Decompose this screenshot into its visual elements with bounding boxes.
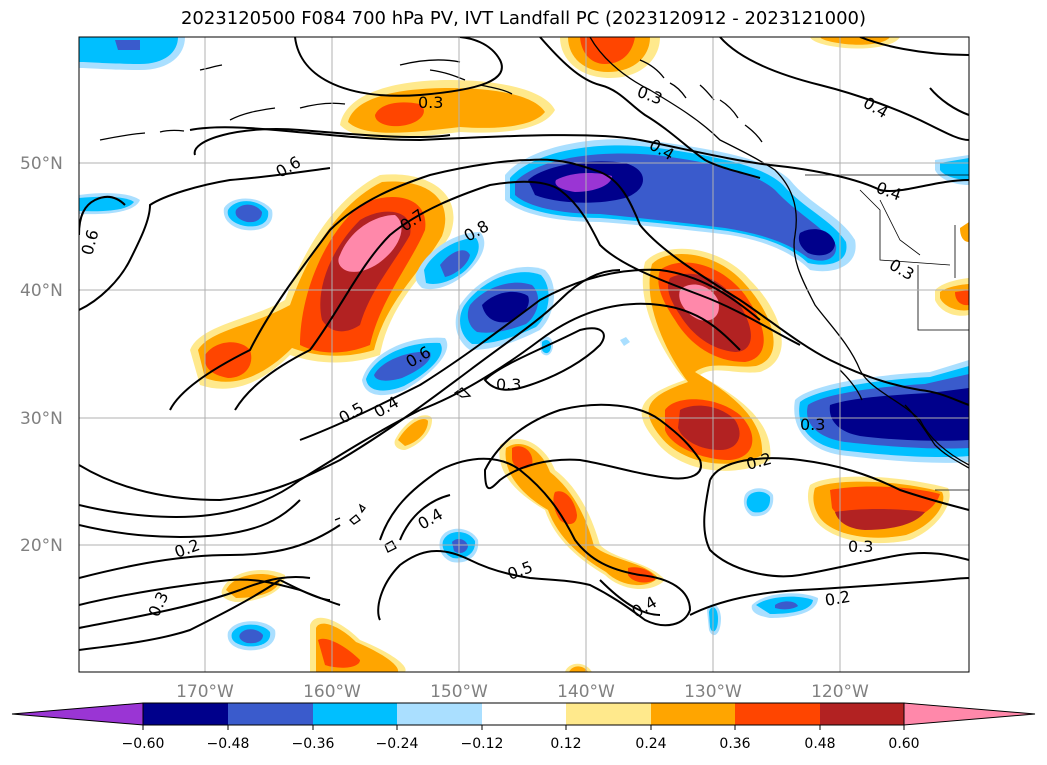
fill-orangered — [318, 638, 360, 668]
colorbar-tick-label: 0.48 — [804, 736, 835, 752]
colorbar-segment — [397, 703, 482, 725]
political-borders — [805, 174, 969, 491]
contour-label: 0.3 — [496, 375, 521, 394]
fill-pink — [338, 215, 402, 272]
lon-label: 160°W — [303, 682, 361, 702]
fill-orangered — [512, 446, 533, 469]
colorbar-tick-label: −0.60 — [122, 736, 165, 752]
latitude-labels: 50°N 40°N 30°N 20°N — [20, 154, 63, 556]
colorbar-tick-label: −0.24 — [376, 736, 419, 752]
fill-blue — [775, 601, 798, 610]
fill-orange — [569, 666, 588, 672]
fill-navy — [482, 291, 529, 323]
colorbar-segment — [313, 703, 397, 725]
fill-blue — [440, 250, 470, 277]
fill-navy — [798, 229, 835, 256]
fill-blue — [374, 351, 431, 381]
contour-label: 0.6 — [78, 228, 103, 258]
fill-darkred — [835, 509, 925, 530]
contour-label: 0.3 — [418, 93, 443, 112]
lat-label: 20°N — [20, 536, 63, 556]
fill-orange — [820, 37, 890, 45]
fill-orangered — [955, 290, 969, 306]
fill-darkred — [678, 405, 740, 450]
colorbar-tick-label: 0.24 — [635, 736, 666, 752]
fill-purple — [555, 172, 612, 192]
colorbar-max-extension — [903, 702, 1036, 726]
colorbar-segment — [651, 703, 735, 725]
colorbar-tick-label: 0.36 — [719, 736, 750, 752]
map-area: 0.3 0.3 0.4 0.4 0.4 0.3 0.6 0.6 0.7 0.8 … — [78, 37, 969, 672]
fill-blue — [452, 538, 468, 554]
fill-blue — [239, 629, 263, 644]
ivt-contours — [79, 37, 969, 651]
colorbar-tick-label: 0.12 — [550, 736, 581, 752]
fill-orange — [960, 222, 969, 242]
lon-label: 140°W — [557, 682, 615, 702]
fill-skyblue — [746, 491, 771, 513]
lon-label: 120°W — [811, 682, 869, 702]
colorbar-segment — [566, 703, 651, 725]
fill-orange — [505, 444, 658, 586]
longitude-labels: 170°W 160°W 150°W 140°W 130°W 120°W — [176, 682, 869, 702]
colorbar-tick-label: 0.60 — [888, 736, 919, 752]
positive-anomaly-fills — [190, 37, 969, 672]
lat-label: 30°N — [20, 409, 63, 429]
fill-lightblue — [620, 337, 630, 346]
fill-orange — [398, 419, 428, 446]
colorbar-segment — [735, 703, 820, 725]
lat-label: 40°N — [20, 281, 63, 301]
fill-orangered — [553, 491, 577, 525]
colorbar: −0.60 −0.48 −0.36 −0.24 −0.12 0.12 0.24 … — [11, 702, 1036, 752]
graticule — [79, 37, 969, 672]
fill-blue — [115, 40, 140, 50]
fill-orangered — [375, 102, 424, 127]
contour-label: 0.3 — [800, 415, 825, 434]
lon-label: 130°W — [684, 682, 742, 702]
fill-skyblue — [79, 37, 178, 64]
colorbar-tick-label: −0.48 — [207, 736, 250, 752]
lon-label: 170°W — [176, 682, 234, 702]
lat-label: 50°N — [20, 154, 63, 174]
colorbar-segment — [228, 703, 313, 725]
lon-label: 150°W — [430, 682, 488, 702]
contour-label: 0.3 — [848, 537, 873, 556]
fill-blue — [235, 204, 262, 223]
map-title: 2023120500 F084 700 hPa PV, IVT Landfall… — [180, 8, 867, 29]
colorbar-min-extension — [11, 702, 144, 726]
fill-navy — [829, 388, 969, 441]
colorbar-tick-label: −0.12 — [461, 736, 504, 752]
map-frame — [78, 36, 970, 673]
contour-label: 0.2 — [823, 587, 851, 610]
colorbar-tick-label: −0.36 — [292, 736, 335, 752]
colorbar-segment — [482, 703, 566, 725]
colorbar-segment — [820, 703, 904, 725]
colorbar-segment — [143, 703, 228, 725]
